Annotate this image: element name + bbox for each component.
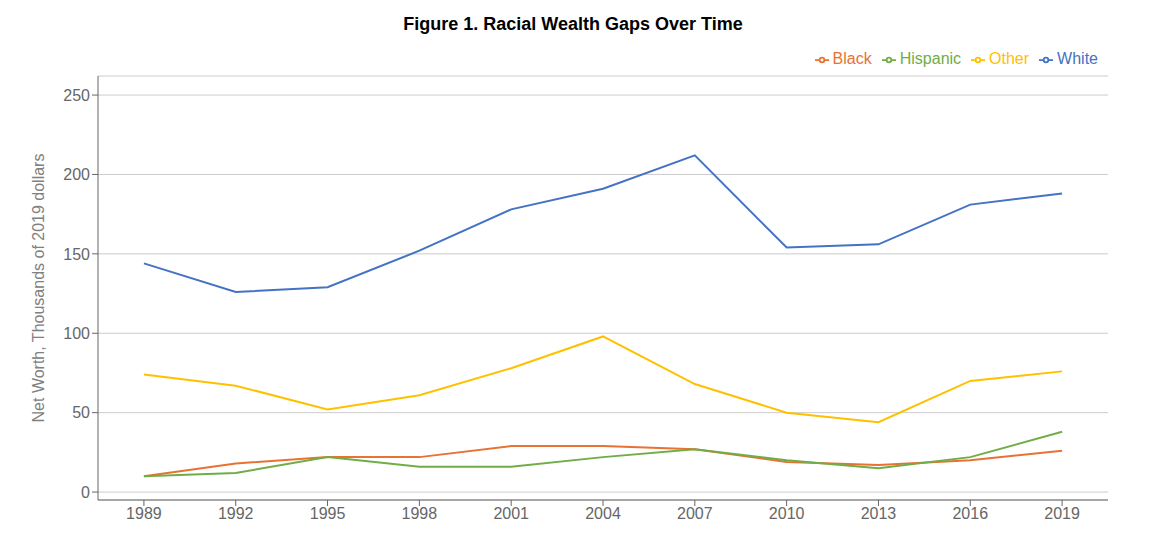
svg-text:2004: 2004	[585, 505, 621, 522]
svg-text:1998: 1998	[402, 505, 438, 522]
html-text:Hispanic: Hispanic	[899, 50, 962, 67]
html-text:Black: Black	[832, 50, 872, 67]
svg-text:100: 100	[63, 325, 90, 342]
html-text:Figure 1. Racial Wealth Gaps O: Figure 1. Racial Wealth Gaps Over Time	[403, 14, 743, 34]
svg-text:1992: 1992	[218, 505, 254, 522]
svg-text:250: 250	[63, 87, 90, 104]
html-text:Other: Other	[989, 50, 1030, 67]
html-text:White: White	[1057, 50, 1098, 67]
svg-text:2019: 2019	[1044, 505, 1080, 522]
svg-text:150: 150	[63, 246, 90, 263]
svg-text:0: 0	[81, 484, 90, 501]
svg-text:2013: 2013	[861, 505, 897, 522]
svg-text:2007: 2007	[677, 505, 713, 522]
svg-text:1989: 1989	[126, 505, 162, 522]
svg-text:2010: 2010	[769, 505, 805, 522]
svg-text:1995: 1995	[310, 505, 346, 522]
svg-text:Net Worth, Thousands of 2019 d: Net Worth, Thousands of 2019 dollars	[30, 154, 47, 423]
svg-text:200: 200	[63, 166, 90, 183]
svg-text:2001: 2001	[493, 505, 529, 522]
svg-text:2016: 2016	[952, 505, 988, 522]
svg-text:50: 50	[72, 404, 90, 421]
